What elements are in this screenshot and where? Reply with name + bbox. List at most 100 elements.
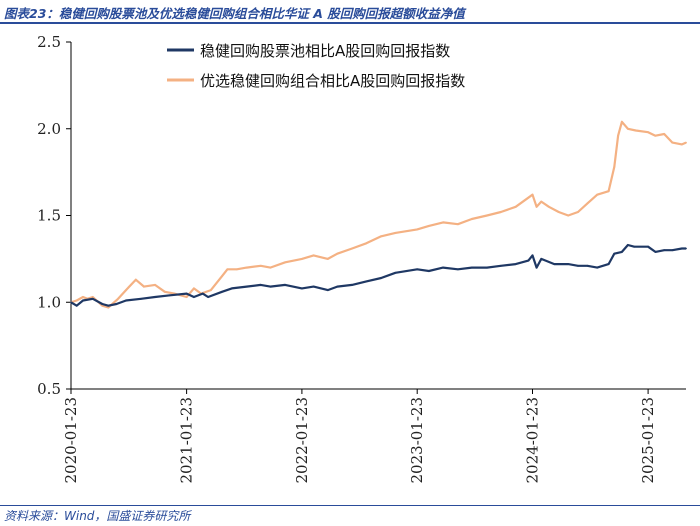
series-2-point — [617, 134, 619, 137]
series-1-point — [207, 296, 210, 298]
series-1-point — [470, 266, 473, 269]
series-1-point — [627, 244, 629, 246]
series-1-point — [301, 287, 303, 290]
series-1-point — [596, 266, 599, 269]
series-2-point — [634, 129, 637, 132]
series-1-point — [654, 251, 657, 253]
series-1-point — [416, 268, 419, 271]
series-2-point — [557, 211, 560, 213]
series-1-point — [457, 268, 459, 271]
series-1-point — [365, 280, 368, 283]
series-1-point — [685, 247, 687, 250]
series-2-point — [394, 232, 397, 234]
series-2-point — [245, 266, 248, 269]
series-line-2 — [70, 120, 687, 309]
source-note: 资料来源：Wind，国盛证券研究所 — [4, 509, 191, 523]
series-2-point — [567, 214, 570, 217]
series-2-point — [143, 285, 145, 288]
x-tick-label: 2024-01-23 — [523, 397, 541, 483]
series-1-point — [394, 271, 397, 274]
x-tick-label: 2022-01-23 — [293, 397, 311, 483]
series-2-point — [607, 190, 610, 193]
y-tick-label: 1.0 — [37, 293, 61, 311]
legend-label-2: 优选稳健回购组合相比A股回购回报指数 — [200, 72, 465, 90]
y-tick-label: 2.5 — [37, 33, 61, 51]
series-1-point — [185, 292, 188, 295]
series-1-point — [613, 252, 616, 255]
series-1-point — [647, 245, 649, 248]
series-1-point — [553, 263, 556, 265]
series-1-point — [621, 251, 623, 253]
series-2-point — [654, 134, 657, 137]
title-rule — [0, 22, 700, 24]
series-line-1 — [70, 243, 686, 307]
series-2-point — [75, 299, 78, 302]
y-tick-label: 0.5 — [37, 380, 61, 398]
series-2-point — [647, 131, 649, 134]
series-1-point — [201, 292, 204, 295]
series-1-point — [101, 303, 104, 305]
x-tick-label: 2025-01-23 — [639, 397, 657, 483]
series-1-point — [671, 249, 674, 252]
series-1-point — [663, 249, 666, 252]
series-2-point — [221, 275, 223, 278]
series-2-point — [457, 223, 459, 226]
series-2-point — [500, 211, 502, 213]
y-tick-label: 1.5 — [37, 207, 61, 225]
series-2-point — [685, 141, 687, 144]
series-1-point — [245, 285, 248, 288]
series-2-point — [365, 242, 368, 245]
series-1-point — [82, 299, 84, 302]
y-tick-label: 2.0 — [37, 120, 61, 138]
series-2-point — [301, 258, 303, 260]
series-2-point — [117, 297, 119, 300]
series-1-point — [269, 285, 272, 288]
series-2-point — [627, 127, 629, 130]
series-1-point — [567, 263, 570, 265]
series-1-point — [336, 285, 339, 288]
series-2-point — [82, 296, 84, 298]
series-2-point — [663, 133, 666, 135]
series-1-point — [351, 284, 353, 286]
series-2-point — [163, 290, 166, 293]
series-1-point — [540, 258, 543, 260]
series-2-point — [312, 254, 315, 257]
series-2-point — [235, 268, 238, 271]
series-2-point — [621, 120, 623, 123]
series-1-point — [169, 294, 171, 297]
series-2-point — [470, 218, 473, 220]
series-2-point — [107, 306, 110, 309]
series-2-point — [185, 296, 188, 298]
series-2-point — [514, 205, 517, 208]
series-1-point — [91, 297, 94, 300]
series-1-point — [535, 266, 538, 269]
series-2-point — [284, 261, 287, 264]
series-1-point — [500, 264, 502, 267]
series-1-point — [312, 285, 315, 288]
series-1-point — [259, 284, 262, 286]
series-2-point — [226, 268, 229, 271]
series-2-point — [193, 287, 195, 290]
series-2-point — [596, 193, 599, 196]
series-1-point — [531, 254, 534, 257]
series-2-point — [154, 284, 156, 286]
series-2-point — [681, 143, 683, 146]
figure-title: 图表23：稳健回购股票池及优选稳健回购组合相比华证 A 股回购回报超额收益净值 — [4, 6, 465, 21]
series-1-point — [577, 264, 579, 267]
series-2-point — [577, 211, 579, 213]
series-2-point — [380, 235, 383, 238]
series-2-point — [134, 278, 137, 281]
series-2-point — [125, 289, 127, 291]
series-2-point — [91, 296, 94, 298]
series-2-point — [535, 205, 538, 208]
series-1-point — [428, 270, 430, 272]
series-2-point — [336, 252, 339, 255]
series-1-point — [115, 303, 118, 305]
series-2-point — [586, 202, 589, 205]
series-1-point — [514, 263, 517, 265]
series-2-point — [671, 141, 674, 144]
series-1-point — [125, 299, 127, 302]
series-2-point — [486, 214, 488, 217]
series-2-point — [613, 166, 616, 168]
